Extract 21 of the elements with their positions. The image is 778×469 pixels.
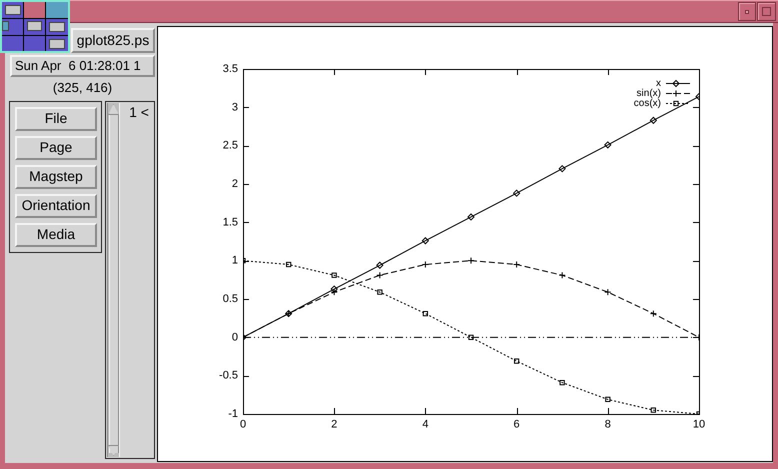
y-tick-label: 3.5	[222, 63, 238, 76]
y-tick-label: -0.5	[219, 370, 238, 382]
legend-label: sin(x)	[636, 88, 661, 99]
x-tick-label: 0	[240, 418, 246, 431]
y-tick-label: 3	[232, 101, 238, 114]
y-tick-label: 1	[232, 254, 238, 267]
x-tick-label: 8	[604, 418, 611, 431]
text: 1 <	[128, 104, 150, 120]
y-tick-label: 2	[232, 178, 238, 190]
x-tick-label: 4	[422, 418, 428, 431]
y-tick-label: 1.5	[222, 216, 238, 228]
y-tick-label: 2.5	[222, 140, 238, 152]
x-tick-label: 6	[514, 418, 520, 431]
legend-label: cos(x)	[634, 98, 661, 109]
y-tick-label: 0.5	[222, 293, 238, 306]
legend-label: x	[656, 78, 661, 89]
x-tick-label: 2	[331, 418, 338, 431]
text: (325, 416)	[52, 79, 114, 96]
x-tick-label: 10	[692, 418, 706, 431]
y-tick-label: 0	[232, 331, 238, 344]
y-tick-label: -1	[228, 408, 238, 420]
